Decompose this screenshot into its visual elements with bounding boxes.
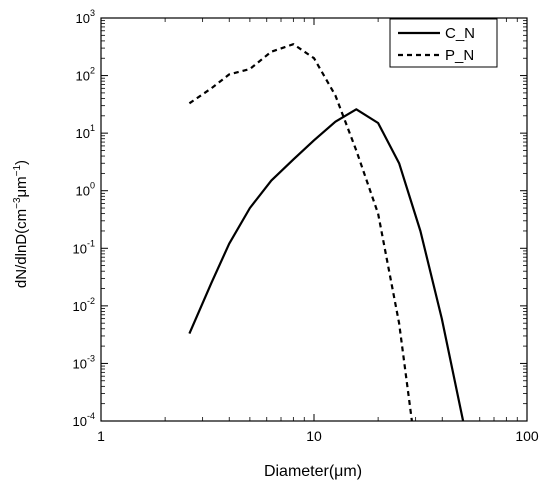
plot-frame: [100, 17, 528, 422]
series-lines: [188, 43, 465, 422]
x-tick-label: 100: [515, 428, 539, 444]
y-tick-label: 100: [76, 181, 95, 199]
x-axis-label: Diameter(μm): [264, 463, 362, 480]
x-tick-label: 1: [97, 428, 105, 444]
y-tick-label: 10-2: [73, 296, 95, 314]
legend: C_N P_N: [389, 18, 498, 68]
legend-label-c-n: C_N: [445, 25, 475, 42]
legend-box: [389, 18, 498, 68]
y-tick-label: 10-4: [73, 411, 95, 429]
y-tick-label: 10-1: [73, 238, 95, 256]
y-axis-label: dN/dlnD(cm−3μm−1): [12, 160, 30, 288]
y-tick-label: 101: [76, 123, 95, 141]
y-tick-label: 102: [76, 66, 95, 84]
y-tick-label: 10-3: [73, 353, 95, 371]
y-axis-ticks: 10-4 10-3 10-2 10-1 100 101 102 103: [73, 8, 527, 429]
x-tick-label: 10: [306, 428, 322, 444]
series-line-c-n: [188, 108, 465, 422]
series-line-p-n: [188, 43, 413, 422]
y-tick-label: 103: [76, 8, 95, 26]
x-axis-ticks: 1 10 100: [97, 18, 539, 444]
legend-label-p-n: P_N: [445, 47, 474, 64]
